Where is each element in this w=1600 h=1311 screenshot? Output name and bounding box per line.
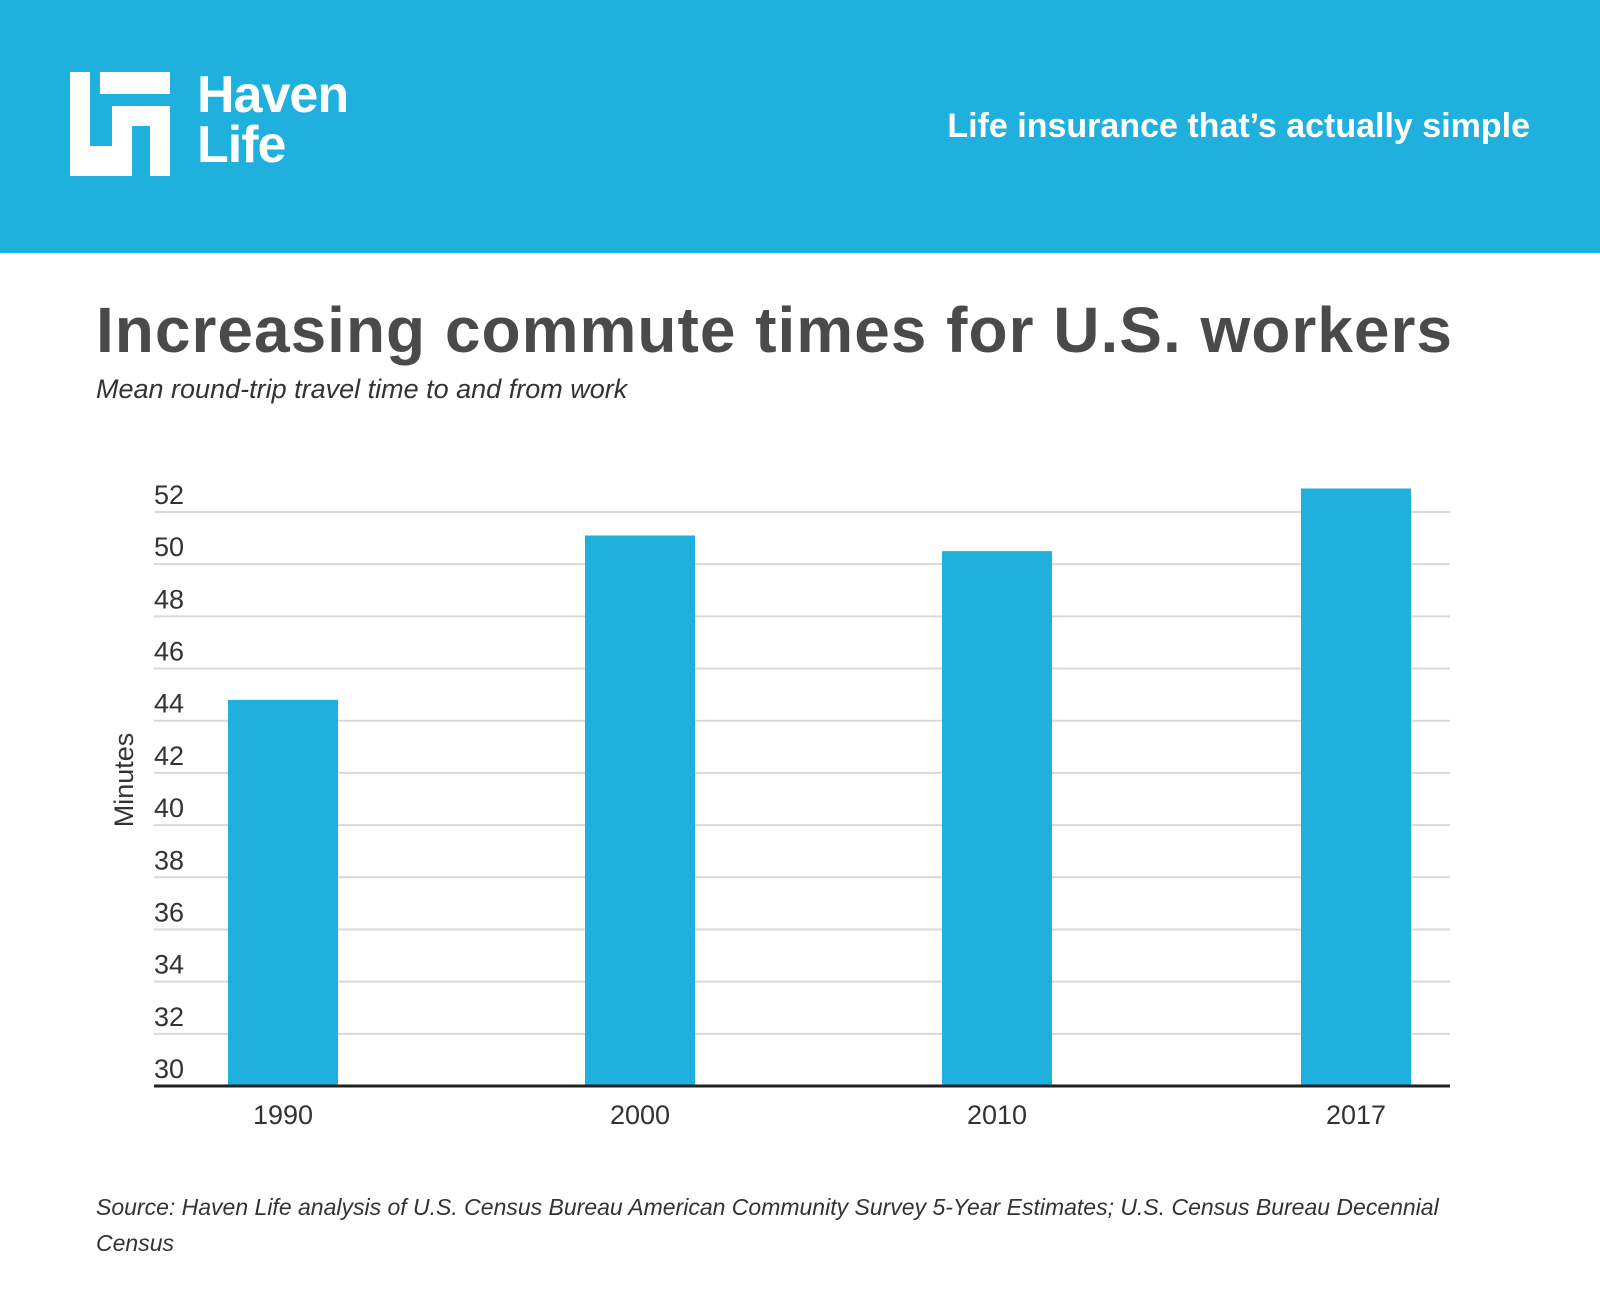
x-tick-label: 1990 — [253, 1100, 313, 1130]
bar — [1301, 488, 1411, 1086]
y-tick-label: 46 — [154, 637, 184, 667]
logo-wordmark: Haven Life — [197, 66, 349, 174]
y-tick-label: 52 — [154, 480, 184, 510]
x-tick-label: 2017 — [1326, 1100, 1386, 1130]
y-tick-label: 30 — [154, 1054, 184, 1084]
y-tick-label: 44 — [154, 689, 184, 719]
logo-text-line1: Haven — [197, 66, 349, 124]
chart-title: Increasing commute times for U.S. worker… — [96, 294, 1453, 366]
y-tick-label: 34 — [154, 950, 184, 980]
tagline: Life insurance that’s actually simple — [947, 107, 1530, 145]
y-tick-label: 38 — [154, 845, 184, 875]
bar — [585, 535, 695, 1086]
y-tick-label: 48 — [154, 584, 184, 614]
bar — [228, 699, 338, 1086]
y-tick-label: 36 — [154, 897, 184, 927]
y-tick-label: 40 — [154, 793, 184, 823]
source-note: Source: Haven Life analysis of U.S. Cens… — [96, 1194, 1439, 1256]
y-axis-title: Minutes — [109, 733, 139, 828]
x-tick-label: 2000 — [610, 1100, 670, 1130]
x-tick-label: 2010 — [967, 1100, 1027, 1130]
haven-life-logo-icon — [70, 72, 170, 176]
bar-chart: 30 32 34 36 38 40 42 44 46 48 50 52 1990 2000 2010 2017… — [109, 480, 1450, 1130]
y-tick-label: 32 — [154, 1002, 184, 1032]
logo-text-line2: Life — [197, 116, 286, 174]
header-banner: Haven Life Life insurance that’s actuall… — [0, 0, 1600, 253]
bar — [942, 551, 1052, 1086]
y-tick-label: 50 — [154, 532, 184, 562]
chart-subtitle: Mean round-trip travel time to and from … — [96, 374, 628, 404]
y-tick-label: 42 — [154, 741, 184, 771]
